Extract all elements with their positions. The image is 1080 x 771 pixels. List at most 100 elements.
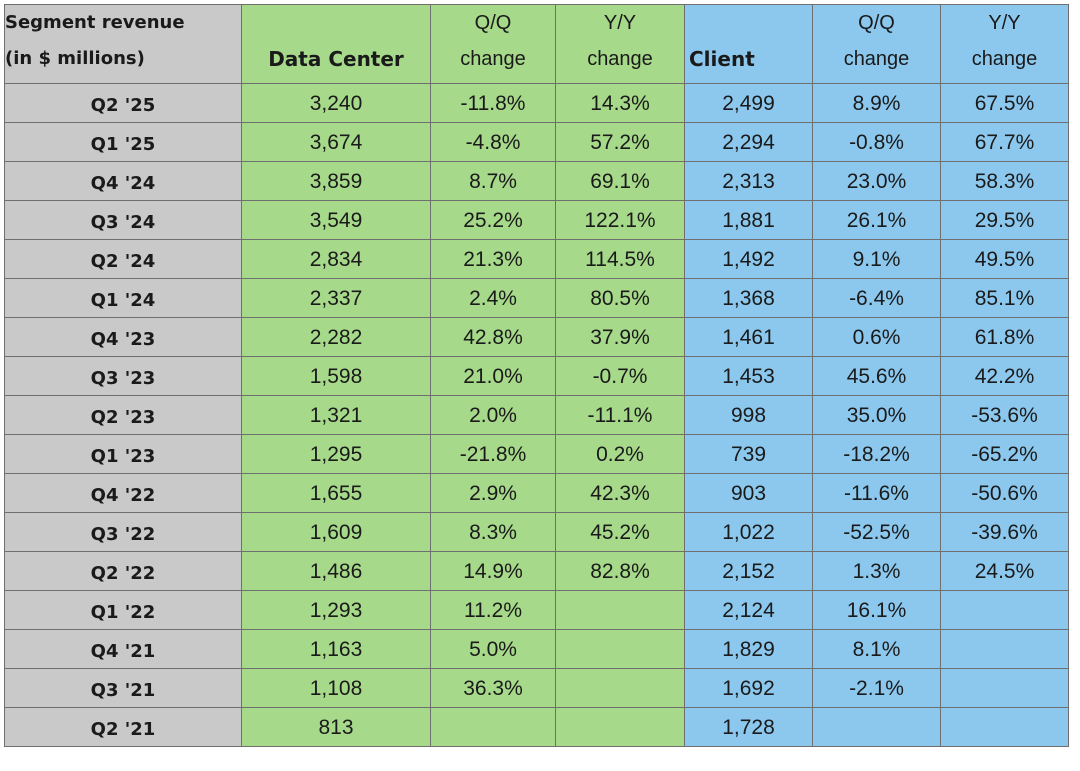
quarter-cell[interactable]: Q2 '23 (4, 395, 242, 435)
header-client[interactable]: Client (684, 4, 813, 84)
data-center-cell[interactable]: 3,549 (241, 200, 431, 240)
data-center-cell[interactable]: 2,834 (241, 239, 431, 279)
client-cell[interactable]: 1,453 (684, 356, 813, 396)
cl-yy-cell[interactable] (940, 590, 1069, 630)
data-center-cell[interactable]: 1,295 (241, 434, 431, 474)
cl-yy-cell[interactable]: 29.5% (940, 200, 1069, 240)
header-data-center[interactable]: Data Center (241, 4, 431, 84)
cl-qq-cell[interactable]: -52.5% (812, 512, 941, 552)
quarter-cell[interactable]: Q3 '21 (4, 668, 242, 708)
quarter-cell[interactable]: Q3 '22 (4, 512, 242, 552)
dc-qq-cell[interactable]: 42.8% (430, 317, 556, 357)
cl-qq-cell[interactable] (812, 707, 941, 747)
client-cell[interactable]: 998 (684, 395, 813, 435)
client-cell[interactable]: 2,313 (684, 161, 813, 201)
cl-qq-cell[interactable]: -11.6% (812, 473, 941, 513)
cl-yy-cell[interactable]: 24.5% (940, 551, 1069, 591)
cl-qq-cell[interactable]: 23.0% (812, 161, 941, 201)
client-cell[interactable]: 1,022 (684, 512, 813, 552)
header-cl-yy-change[interactable]: Y/Y change (940, 4, 1069, 84)
client-cell[interactable]: 1,492 (684, 239, 813, 279)
dc-yy-cell[interactable]: 69.1% (555, 161, 685, 201)
dc-yy-cell[interactable] (555, 590, 685, 630)
quarter-cell[interactable]: Q1 '24 (4, 278, 242, 318)
dc-qq-cell[interactable]: -11.8% (430, 83, 556, 123)
header-dc-yy-change[interactable]: Y/Y change (555, 4, 685, 84)
dc-qq-cell[interactable]: 5.0% (430, 629, 556, 669)
cl-qq-cell[interactable]: 26.1% (812, 200, 941, 240)
client-cell[interactable]: 2,499 (684, 83, 813, 123)
dc-yy-cell[interactable]: 122.1% (555, 200, 685, 240)
data-center-cell[interactable]: 1,486 (241, 551, 431, 591)
dc-qq-cell[interactable]: 25.2% (430, 200, 556, 240)
dc-yy-cell[interactable]: 114.5% (555, 239, 685, 279)
dc-yy-cell[interactable]: -0.7% (555, 356, 685, 396)
dc-qq-cell[interactable]: 2.9% (430, 473, 556, 513)
dc-qq-cell[interactable]: 21.3% (430, 239, 556, 279)
cl-yy-cell[interactable]: -39.6% (940, 512, 1069, 552)
quarter-cell[interactable]: Q4 '23 (4, 317, 242, 357)
data-center-cell[interactable]: 3,240 (241, 83, 431, 123)
cl-yy-cell[interactable] (940, 629, 1069, 669)
client-cell[interactable]: 2,124 (684, 590, 813, 630)
cl-yy-cell[interactable]: 61.8% (940, 317, 1069, 357)
client-cell[interactable]: 2,294 (684, 122, 813, 162)
dc-yy-cell[interactable] (555, 668, 685, 708)
dc-yy-cell[interactable]: 45.2% (555, 512, 685, 552)
client-cell[interactable]: 1,368 (684, 278, 813, 318)
cl-yy-cell[interactable]: 67.7% (940, 122, 1069, 162)
client-cell[interactable]: 1,461 (684, 317, 813, 357)
dc-qq-cell[interactable]: 36.3% (430, 668, 556, 708)
quarter-cell[interactable]: Q1 '22 (4, 590, 242, 630)
dc-yy-cell[interactable]: 14.3% (555, 83, 685, 123)
dc-qq-cell[interactable]: 8.3% (430, 512, 556, 552)
cl-yy-cell[interactable]: -50.6% (940, 473, 1069, 513)
data-center-cell[interactable]: 3,859 (241, 161, 431, 201)
quarter-cell[interactable]: Q4 '24 (4, 161, 242, 201)
cl-yy-cell[interactable]: 42.2% (940, 356, 1069, 396)
dc-qq-cell[interactable]: 21.0% (430, 356, 556, 396)
dc-yy-cell[interactable]: -11.1% (555, 395, 685, 435)
client-cell[interactable]: 903 (684, 473, 813, 513)
dc-qq-cell[interactable]: 2.4% (430, 278, 556, 318)
cl-qq-cell[interactable]: -6.4% (812, 278, 941, 318)
client-cell[interactable]: 1,881 (684, 200, 813, 240)
quarter-cell[interactable]: Q1 '25 (4, 122, 242, 162)
cl-yy-cell[interactable] (940, 707, 1069, 747)
cl-yy-cell[interactable]: 67.5% (940, 83, 1069, 123)
cl-qq-cell[interactable]: 45.6% (812, 356, 941, 396)
dc-yy-cell[interactable]: 37.9% (555, 317, 685, 357)
quarter-cell[interactable]: Q2 '25 (4, 83, 242, 123)
data-center-cell[interactable]: 1,293 (241, 590, 431, 630)
data-center-cell[interactable]: 1,609 (241, 512, 431, 552)
dc-yy-cell[interactable]: 80.5% (555, 278, 685, 318)
cl-qq-cell[interactable]: 1.3% (812, 551, 941, 591)
cl-yy-cell[interactable]: 85.1% (940, 278, 1069, 318)
client-cell[interactable]: 2,152 (684, 551, 813, 591)
quarter-cell[interactable]: Q3 '24 (4, 200, 242, 240)
cl-qq-cell[interactable]: 8.9% (812, 83, 941, 123)
dc-yy-cell[interactable] (555, 707, 685, 747)
cl-qq-cell[interactable]: 8.1% (812, 629, 941, 669)
client-cell[interactable]: 1,692 (684, 668, 813, 708)
data-center-cell[interactable]: 1,108 (241, 668, 431, 708)
cl-qq-cell[interactable]: 35.0% (812, 395, 941, 435)
quarter-cell[interactable]: Q4 '22 (4, 473, 242, 513)
header-cl-qq-change[interactable]: Q/Q change (812, 4, 941, 84)
cl-qq-cell[interactable]: -0.8% (812, 122, 941, 162)
cl-yy-cell[interactable]: -65.2% (940, 434, 1069, 474)
header-dc-qq-change[interactable]: Q/Q change (430, 4, 556, 84)
cl-yy-cell[interactable]: -53.6% (940, 395, 1069, 435)
dc-yy-cell[interactable]: 0.2% (555, 434, 685, 474)
dc-qq-cell[interactable]: 11.2% (430, 590, 556, 630)
quarter-cell[interactable]: Q1 '23 (4, 434, 242, 474)
dc-qq-cell[interactable]: -21.8% (430, 434, 556, 474)
client-cell[interactable]: 1,829 (684, 629, 813, 669)
data-center-cell[interactable]: 1,598 (241, 356, 431, 396)
client-cell[interactable]: 739 (684, 434, 813, 474)
data-center-cell[interactable]: 1,655 (241, 473, 431, 513)
cl-qq-cell[interactable]: 16.1% (812, 590, 941, 630)
quarter-cell[interactable]: Q2 '22 (4, 551, 242, 591)
dc-qq-cell[interactable]: 2.0% (430, 395, 556, 435)
quarter-cell[interactable]: Q2 '21 (4, 707, 242, 747)
